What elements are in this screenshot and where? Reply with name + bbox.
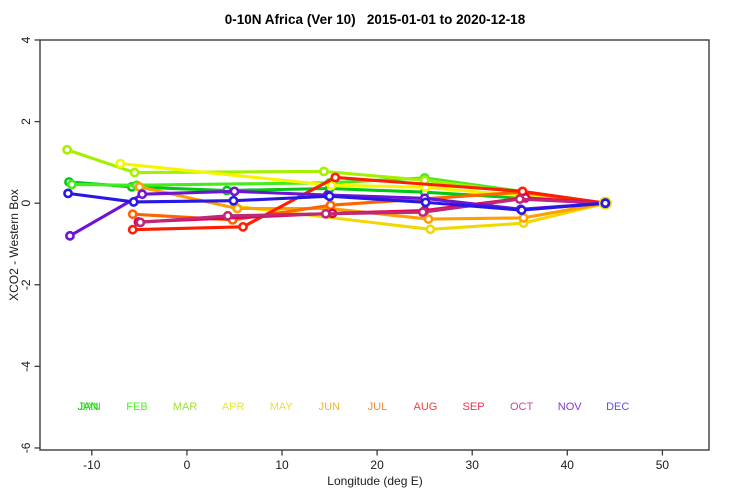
series-dec-marker bbox=[420, 197, 431, 208]
series-oct-line bbox=[138, 197, 607, 224]
series-oct-marker bbox=[320, 208, 331, 219]
x-tick-label: 10 bbox=[275, 458, 289, 472]
month-label-jan: JAN bbox=[80, 401, 101, 413]
chart-title: 0-10N Africa (Ver 10) 2015-01-01 to 2020… bbox=[224, 12, 526, 27]
x-tick-label: 40 bbox=[561, 458, 575, 472]
month-label-apr: APR bbox=[222, 401, 245, 413]
month-label-mar: MAR bbox=[173, 401, 198, 413]
series-apr-line bbox=[118, 162, 607, 205]
series-mar-marker bbox=[318, 166, 329, 177]
month-label-feb: FEB bbox=[126, 401, 147, 413]
y-tick-label: -2 bbox=[19, 279, 33, 290]
x-tick-label: 50 bbox=[656, 458, 670, 472]
series-may-marker bbox=[425, 224, 436, 235]
series-oct-marker bbox=[135, 217, 146, 228]
month-label-nov: NOV bbox=[558, 401, 583, 413]
x-tick-label: -10 bbox=[83, 458, 101, 472]
series-dec-marker bbox=[324, 191, 335, 202]
y-axis-label: XCO2 - Western Box bbox=[7, 189, 21, 301]
month-label-sep: SEP bbox=[463, 401, 485, 413]
y-tick-label: 2 bbox=[19, 118, 33, 125]
series-mar-marker bbox=[129, 167, 140, 178]
series-aug-marker bbox=[238, 221, 248, 232]
x-tick-label: 0 bbox=[184, 458, 191, 472]
series-nov-marker bbox=[65, 230, 75, 241]
series-feb-marker bbox=[66, 179, 77, 190]
series-oct-marker bbox=[222, 210, 233, 221]
series-jun-marker bbox=[423, 214, 434, 224]
series-oct-marker bbox=[417, 207, 428, 218]
y-tick-label: 0 bbox=[19, 200, 33, 207]
series-nov-marker bbox=[137, 189, 148, 200]
month-label-dec: DEC bbox=[606, 401, 629, 413]
convergence-halo bbox=[598, 196, 612, 210]
series-jul-marker bbox=[325, 200, 336, 211]
series-dec-marker bbox=[228, 195, 239, 206]
series-aug-marker bbox=[127, 224, 138, 235]
month-label-oct: OCT bbox=[510, 401, 534, 413]
x-tick-label: 30 bbox=[466, 458, 480, 472]
x-tick-label: 20 bbox=[370, 458, 384, 472]
series-dec-marker bbox=[516, 205, 527, 216]
series-mar-marker bbox=[62, 144, 73, 155]
plot-frame bbox=[39, 39, 710, 451]
month-label-may: MAY bbox=[270, 401, 294, 413]
series-apr-marker bbox=[115, 158, 126, 169]
month-label-jun: JUN bbox=[319, 401, 340, 413]
y-tick-label: 4 bbox=[19, 36, 33, 43]
series-apr-marker bbox=[326, 180, 337, 191]
series-jul-marker bbox=[127, 209, 138, 220]
series-jun-marker bbox=[518, 212, 529, 223]
month-label-jul: JUL bbox=[368, 401, 388, 413]
y-tick-label: -4 bbox=[19, 361, 33, 372]
series-jun-marker bbox=[232, 203, 243, 214]
month-label-aug: AUG bbox=[414, 401, 438, 413]
x-axis-label: Longitude (deg E) bbox=[327, 474, 423, 488]
month-label-jan-base: JAN bbox=[78, 401, 99, 413]
series-dec-marker bbox=[63, 188, 73, 199]
series-oct-marker bbox=[514, 194, 525, 205]
series-aug-marker bbox=[330, 172, 341, 183]
y-tick-label: -6 bbox=[19, 442, 33, 453]
series-nov-marker bbox=[229, 186, 240, 197]
series-dec-marker bbox=[128, 197, 139, 207]
convergence-marker bbox=[600, 198, 611, 209]
